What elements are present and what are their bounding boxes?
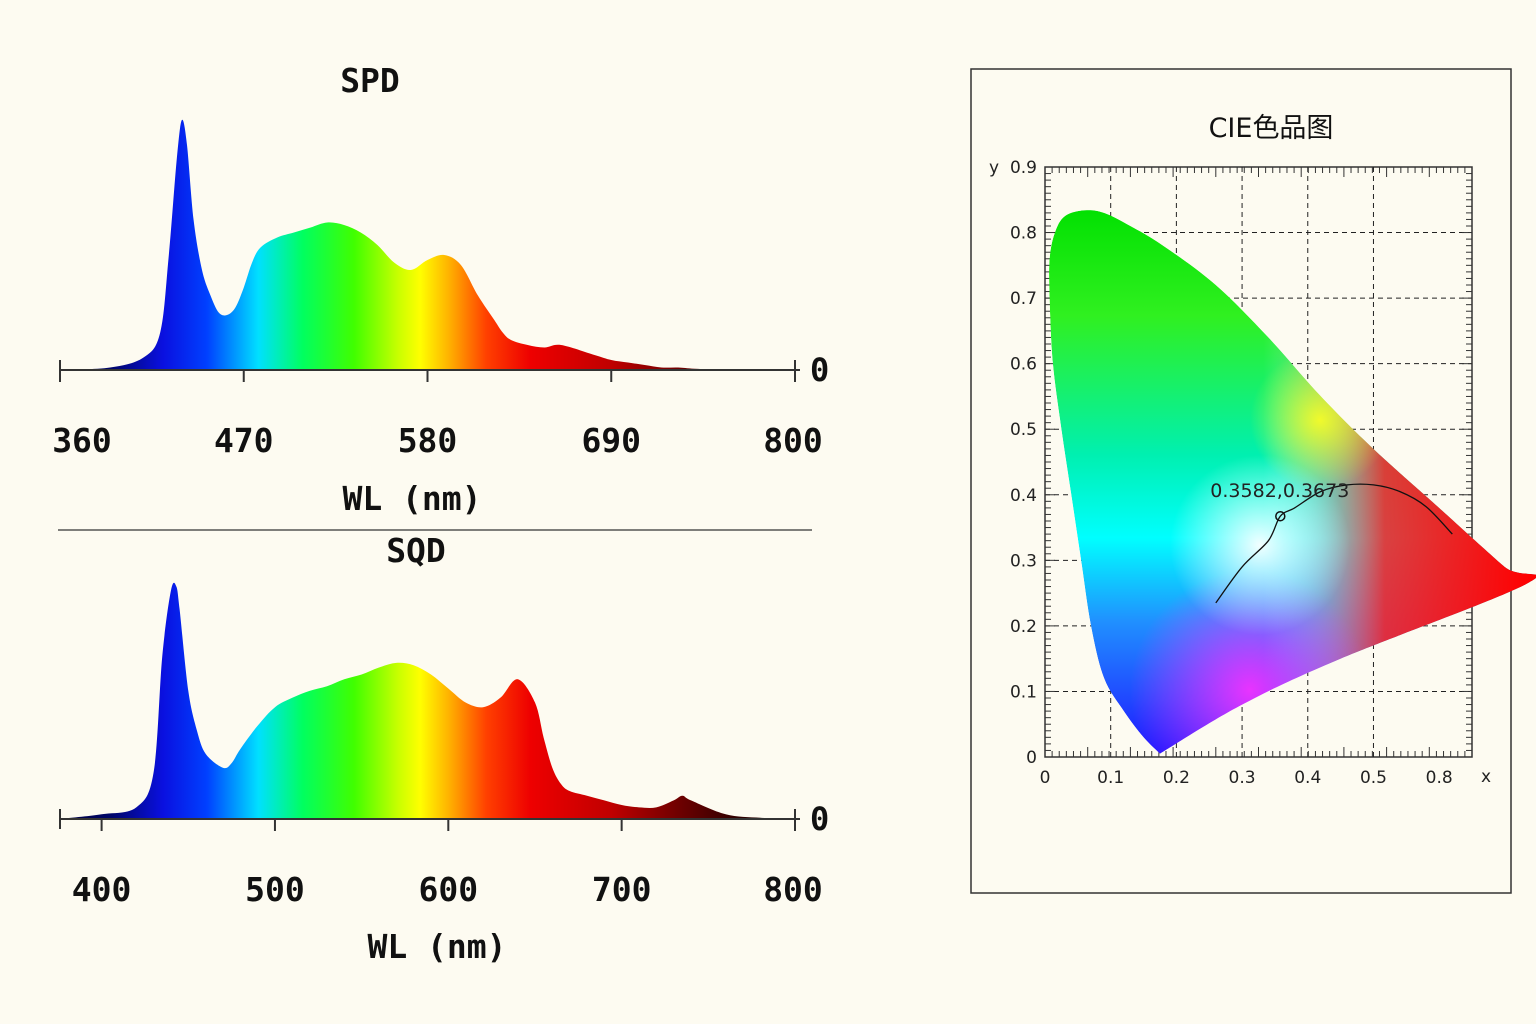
y-tick-label: 0.6	[1010, 355, 1037, 375]
sqd-area	[60, 582, 795, 819]
cie-gamut	[1049, 210, 1536, 754]
x-tick-label: 690	[581, 421, 641, 460]
x-tick-label: 500	[245, 870, 305, 909]
cie-x-tick-labels: 0 0.1 0.2 0.3 0.4 0.5 0.8	[1040, 768, 1453, 788]
x-tick-label: 580	[398, 421, 458, 460]
x-tick-label: 0.2	[1163, 768, 1190, 788]
x-tick-label: 0.5	[1360, 768, 1387, 788]
y-tick-label: 0.1	[1010, 682, 1037, 702]
chromaticity-point	[1275, 510, 1286, 522]
sqd-ticks: 400 500 600 700 800	[72, 819, 823, 909]
spd-title: SPD	[340, 61, 400, 100]
sqd-zero-label: 0	[810, 800, 829, 838]
spd-zero-label: 0	[810, 351, 829, 389]
sqd-xlabel: WL (nm)	[367, 927, 506, 966]
x-tick-label: 0.8	[1426, 768, 1453, 788]
planckian-locus	[1215, 483, 1453, 604]
cie-frame	[970, 68, 1512, 894]
cie-y-tick-labels: 0 0.1 0.2 0.3 0.4 0.5 0.6 0.7 0.8 0.9	[1010, 158, 1037, 768]
x-tick-label: 800	[763, 421, 823, 460]
spd-ticks: 360 470 580 690 800	[52, 370, 823, 460]
x-tick-label: 800	[763, 870, 823, 909]
x-tick-label: 470	[214, 421, 274, 460]
y-tick-label: 0.7	[1010, 289, 1037, 309]
spd-area	[60, 119, 795, 371]
cie-xlabel: x	[1481, 767, 1491, 787]
x-tick-label: 700	[592, 870, 652, 909]
cie-title: CIE色品图	[1209, 113, 1334, 144]
x-tick-label: 0.3	[1229, 768, 1256, 788]
y-tick-label: 0.5	[1010, 420, 1037, 440]
y-tick-label: 0.4	[1010, 486, 1037, 506]
sqd-title: SQD	[386, 531, 446, 570]
x-tick-label: 360	[52, 421, 112, 460]
y-tick-label: 0.2	[1010, 617, 1037, 637]
x-tick-label: 0.4	[1294, 768, 1321, 788]
cie-ylabel: y	[989, 158, 999, 178]
x-tick-label: 600	[418, 870, 478, 909]
chromaticity-point-label: 0.3582,0.3673	[1210, 480, 1349, 502]
cie-white-glow	[1170, 455, 1350, 635]
y-tick-label: 0.3	[1010, 551, 1037, 571]
x-tick-label: 400	[72, 870, 132, 909]
spd-chart: SPD 0 360 470 580 690 800 WL (nm)	[52, 61, 829, 518]
x-tick-label: 0.1	[1097, 768, 1124, 788]
cie-minor-ticks	[1044, 166, 1473, 758]
spd-xlabel: WL (nm)	[342, 479, 481, 518]
y-tick-label: 0	[1026, 748, 1037, 768]
y-tick-label: 0.8	[1010, 224, 1037, 244]
y-tick-label: 0.9	[1010, 158, 1037, 178]
x-tick-label: 0	[1040, 768, 1051, 788]
cie-chart: CIE色品图 0 0.1 0.2 0.3 0.4 0.5 0.6 0.7 0.8 0.9 0 0.1…	[970, 68, 1536, 894]
sqd-chart: SQD 0 400 500 600 700 800 WL (nm)	[59, 531, 829, 966]
